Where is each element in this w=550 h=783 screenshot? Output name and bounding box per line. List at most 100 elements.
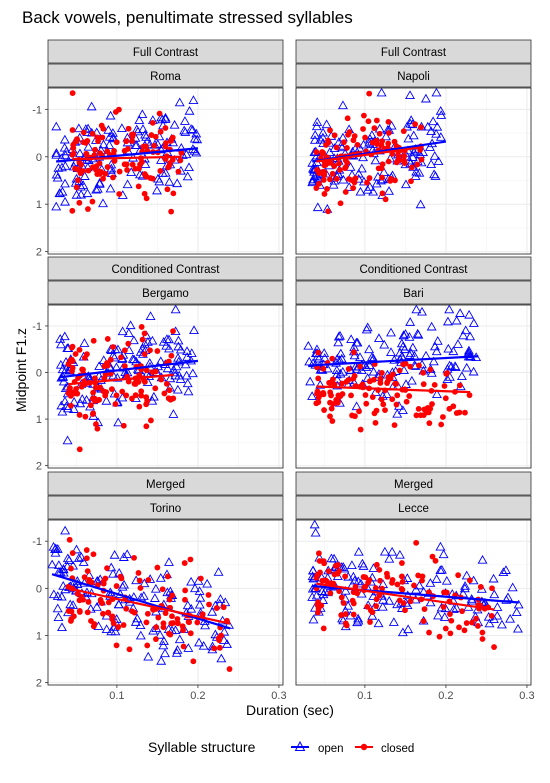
point-open (414, 580, 425, 590)
point-open (310, 527, 321, 537)
gridlines (48, 305, 283, 468)
strip-bottom-label: Napoli (397, 71, 430, 83)
point-open (182, 600, 193, 610)
point-open (147, 395, 158, 405)
point-open (343, 600, 354, 610)
point-closed (125, 125, 132, 132)
point-open (48, 541, 59, 551)
point-open (57, 622, 67, 632)
point-closed (104, 164, 111, 170)
point-open (368, 563, 379, 572)
point-open (321, 119, 332, 129)
point-closed (320, 177, 327, 183)
point-closed (211, 645, 218, 652)
point-open (182, 171, 193, 181)
point-open (76, 189, 87, 199)
gridlines (296, 88, 531, 254)
strip-bottom-label: Lecce (398, 503, 429, 515)
point-open (463, 345, 474, 355)
point-open (94, 179, 105, 188)
point-open (106, 626, 117, 636)
point-closed (125, 378, 132, 385)
point-closed (147, 175, 154, 181)
point-closed (187, 556, 194, 563)
point-open (50, 547, 61, 557)
point-closed (420, 369, 427, 376)
point-closed (144, 610, 151, 617)
point-closed (336, 166, 343, 173)
point-open (312, 117, 323, 126)
point-open (439, 612, 450, 621)
point-open (397, 341, 408, 351)
point-closed (104, 336, 111, 342)
point-open (145, 311, 156, 321)
point-open (406, 375, 417, 385)
point-closed (455, 572, 462, 579)
point-closed (84, 568, 91, 574)
point-closed (420, 381, 427, 388)
panel-border (47, 304, 284, 469)
point-closed (187, 630, 194, 637)
point-closed (205, 592, 212, 598)
y-tick-label: 2 (36, 461, 42, 473)
point-closed (320, 170, 327, 177)
point-open (335, 330, 345, 340)
fit-line-open (308, 355, 479, 367)
point-open (216, 653, 227, 663)
point-open (187, 124, 198, 134)
point-open (441, 575, 452, 585)
point-closed (344, 145, 350, 151)
point-open (348, 571, 359, 581)
point-open (405, 317, 416, 326)
point-open (448, 346, 459, 356)
point-open (386, 347, 396, 356)
point-closed (118, 575, 125, 582)
point-closed (325, 568, 332, 575)
point-closed (392, 380, 399, 387)
fit-line-closed (316, 385, 471, 394)
point-open (460, 325, 471, 335)
point-open (104, 140, 115, 149)
point-open (386, 327, 396, 337)
point-open (307, 157, 318, 167)
point-closed (92, 146, 98, 153)
point-closed (69, 368, 75, 375)
strip-bottom (47, 495, 284, 520)
point-open (170, 304, 181, 314)
point-open (155, 573, 166, 582)
point-closed (315, 180, 322, 187)
point-closed (341, 139, 347, 146)
point-closed (149, 119, 156, 126)
point-closed (90, 551, 97, 558)
point-closed (220, 604, 227, 611)
point-closed (314, 572, 321, 578)
point-closed (336, 588, 343, 595)
point-closed (131, 554, 137, 561)
point-open (202, 578, 213, 588)
point-open (108, 132, 119, 142)
point-open (101, 624, 112, 634)
point-open (192, 134, 203, 144)
point-open (51, 169, 62, 179)
point-closed (136, 372, 143, 379)
fit-line-closed (316, 582, 495, 611)
point-open (213, 567, 224, 576)
point-closed (199, 611, 206, 618)
point-closed (68, 565, 74, 572)
point-closed (100, 175, 106, 182)
point-closed (69, 343, 76, 350)
point-open (422, 121, 433, 131)
point-open (158, 640, 169, 650)
point-closed (418, 156, 425, 163)
point-open (160, 112, 171, 122)
point-closed (459, 608, 465, 615)
point-closed (379, 174, 385, 181)
point-closed (177, 157, 184, 164)
point-open (52, 591, 63, 600)
point-open (333, 331, 344, 341)
point-closed (328, 405, 335, 412)
gridlines (296, 520, 531, 685)
point-open (394, 549, 405, 559)
point-closed (163, 380, 170, 387)
point-closed (342, 189, 349, 195)
